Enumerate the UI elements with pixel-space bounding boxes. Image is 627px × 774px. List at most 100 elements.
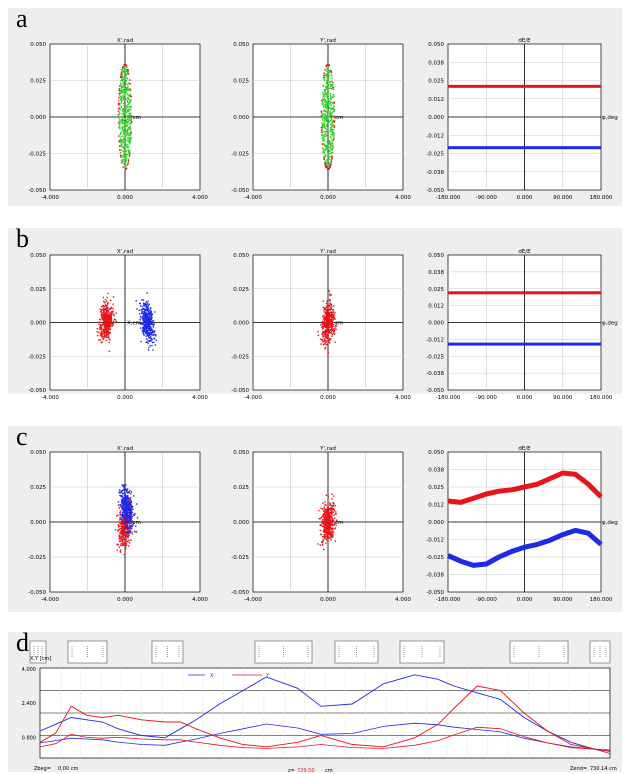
row2-yphase-point	[326, 516, 329, 519]
row1-xphase-point	[152, 326, 155, 328]
row0-xphase-point	[128, 121, 130, 123]
row0-yphase-point	[333, 126, 336, 129]
row0-yphase-point	[331, 140, 333, 142]
row0-xphase-point	[123, 162, 125, 165]
row1-xphase-point	[104, 326, 106, 329]
row0-xphase-point	[123, 123, 126, 126]
row2-yphase-point	[330, 534, 333, 537]
row1-yphase-point	[326, 311, 328, 313]
row0-yphase-point	[331, 84, 333, 86]
row2-xphase-point	[129, 527, 131, 529]
row2-xphase-point	[120, 527, 123, 530]
row0-yphase-series-green	[321, 64, 336, 171]
row1-xphase-point	[142, 329, 144, 331]
row0-yphase-point	[329, 146, 331, 149]
row2-xphase-point	[126, 522, 128, 525]
row2-xphase-point	[123, 518, 126, 520]
row1-xphase-ytick: 0.025	[30, 287, 46, 293]
row0-yphase-point	[330, 154, 333, 157]
row1-xphase-point	[138, 313, 141, 315]
row2-xphase-point	[131, 511, 134, 514]
row0-energy-band-blue	[448, 146, 601, 150]
row0-xphase-point	[127, 103, 129, 106]
row1-xphase-point	[148, 312, 150, 315]
row2-xphase-point	[117, 530, 119, 532]
row0-yphase-point	[333, 102, 335, 105]
row1-yphase-point	[334, 341, 336, 343]
row1-xphase-point	[146, 310, 148, 312]
row0-xphase-point	[120, 95, 122, 98]
row0-yphase-point	[330, 156, 332, 158]
row0-yphase-point	[325, 154, 327, 156]
row1-xphase-point	[149, 327, 151, 330]
row1-xphase-point	[102, 309, 105, 311]
row0-xphase-point	[130, 137, 132, 140]
row1-xphase-point	[149, 337, 152, 339]
row2-xphase-point	[124, 499, 127, 502]
row0-xphase-point	[119, 102, 121, 105]
row0-xphase-point	[121, 154, 123, 157]
row2-yphase-point	[325, 520, 327, 522]
row2-yphase-point	[331, 511, 333, 513]
row0-energy-band-red	[448, 84, 601, 88]
row2-xphase-point	[131, 533, 134, 535]
row2-xphase-point	[122, 489, 124, 492]
row1-xphase-point	[149, 307, 152, 310]
row0-yphase-point	[321, 123, 324, 126]
row1-yphase-point	[322, 331, 324, 333]
row1-xphase-point	[142, 308, 144, 311]
zbeg-value: 0.00 cm	[58, 766, 78, 772]
row1-xphase-point	[138, 309, 140, 312]
row2-xphase-point	[129, 515, 132, 518]
row2-xphase-point	[131, 515, 134, 518]
row2-yphase-point	[332, 511, 334, 513]
row0-yphase-point	[326, 77, 329, 80]
row0-yphase-point	[326, 164, 329, 167]
row0-yphase-point	[331, 116, 334, 118]
row0-xphase-point	[123, 119, 125, 122]
row0-xphase-point	[125, 68, 128, 71]
row0-yphase-point	[322, 102, 325, 105]
row1-xphase-point	[149, 340, 151, 342]
row1-xphase-point	[145, 313, 147, 316]
row2-energy-ytick: -0.012	[426, 538, 444, 544]
row2-yphase-point	[324, 504, 326, 506]
row0-xphase-point	[124, 168, 127, 171]
row1-xphase-point	[102, 296, 104, 299]
row1-xphase-point	[136, 308, 138, 310]
row1-xphase-point	[107, 303, 109, 305]
row0-energy-ytick: -0.050	[426, 188, 444, 194]
row2-yphase-point	[323, 521, 325, 523]
row0-xphase-point	[129, 93, 131, 96]
row0-xphase-point	[122, 94, 124, 97]
row2-xphase-point	[131, 525, 134, 528]
row1-xphase-point	[109, 326, 112, 328]
row0-yphase-point	[332, 120, 334, 123]
row0-xphase-title: X',rad	[117, 38, 133, 44]
row2-xphase-point	[125, 489, 127, 491]
row2-yphase-point	[327, 528, 329, 530]
row0-xphase-point	[130, 136, 132, 139]
row1-yphase-point	[326, 335, 329, 337]
row1-yphase-point	[329, 342, 331, 344]
row1-yphase-point	[330, 331, 332, 333]
row0-xphase-ytick: -0.025	[28, 152, 46, 158]
row2-yphase-point	[323, 520, 326, 522]
row1-yphase-point	[322, 328, 324, 330]
row1-xphase-point	[148, 332, 150, 334]
row0-xphase-point	[129, 150, 131, 152]
row0-yphase-point	[332, 81, 334, 84]
row0-yphase-point	[321, 124, 323, 127]
row1-xphase-point	[141, 315, 144, 318]
row1-xphase-point	[145, 321, 147, 324]
row2-xphase-point	[125, 488, 127, 490]
row1-xphase-point	[150, 329, 153, 331]
row1-yphase-point	[323, 338, 325, 340]
row0-xphase-point	[129, 115, 132, 117]
row1-xphase-point	[108, 319, 110, 322]
row1-xphase-point	[112, 320, 115, 322]
row1-energy-unit: φ,deg	[602, 321, 618, 327]
row2-xphase-point	[123, 528, 126, 530]
row0-xphase-point	[118, 124, 121, 126]
row2-energy-title: dE/E	[518, 446, 531, 452]
